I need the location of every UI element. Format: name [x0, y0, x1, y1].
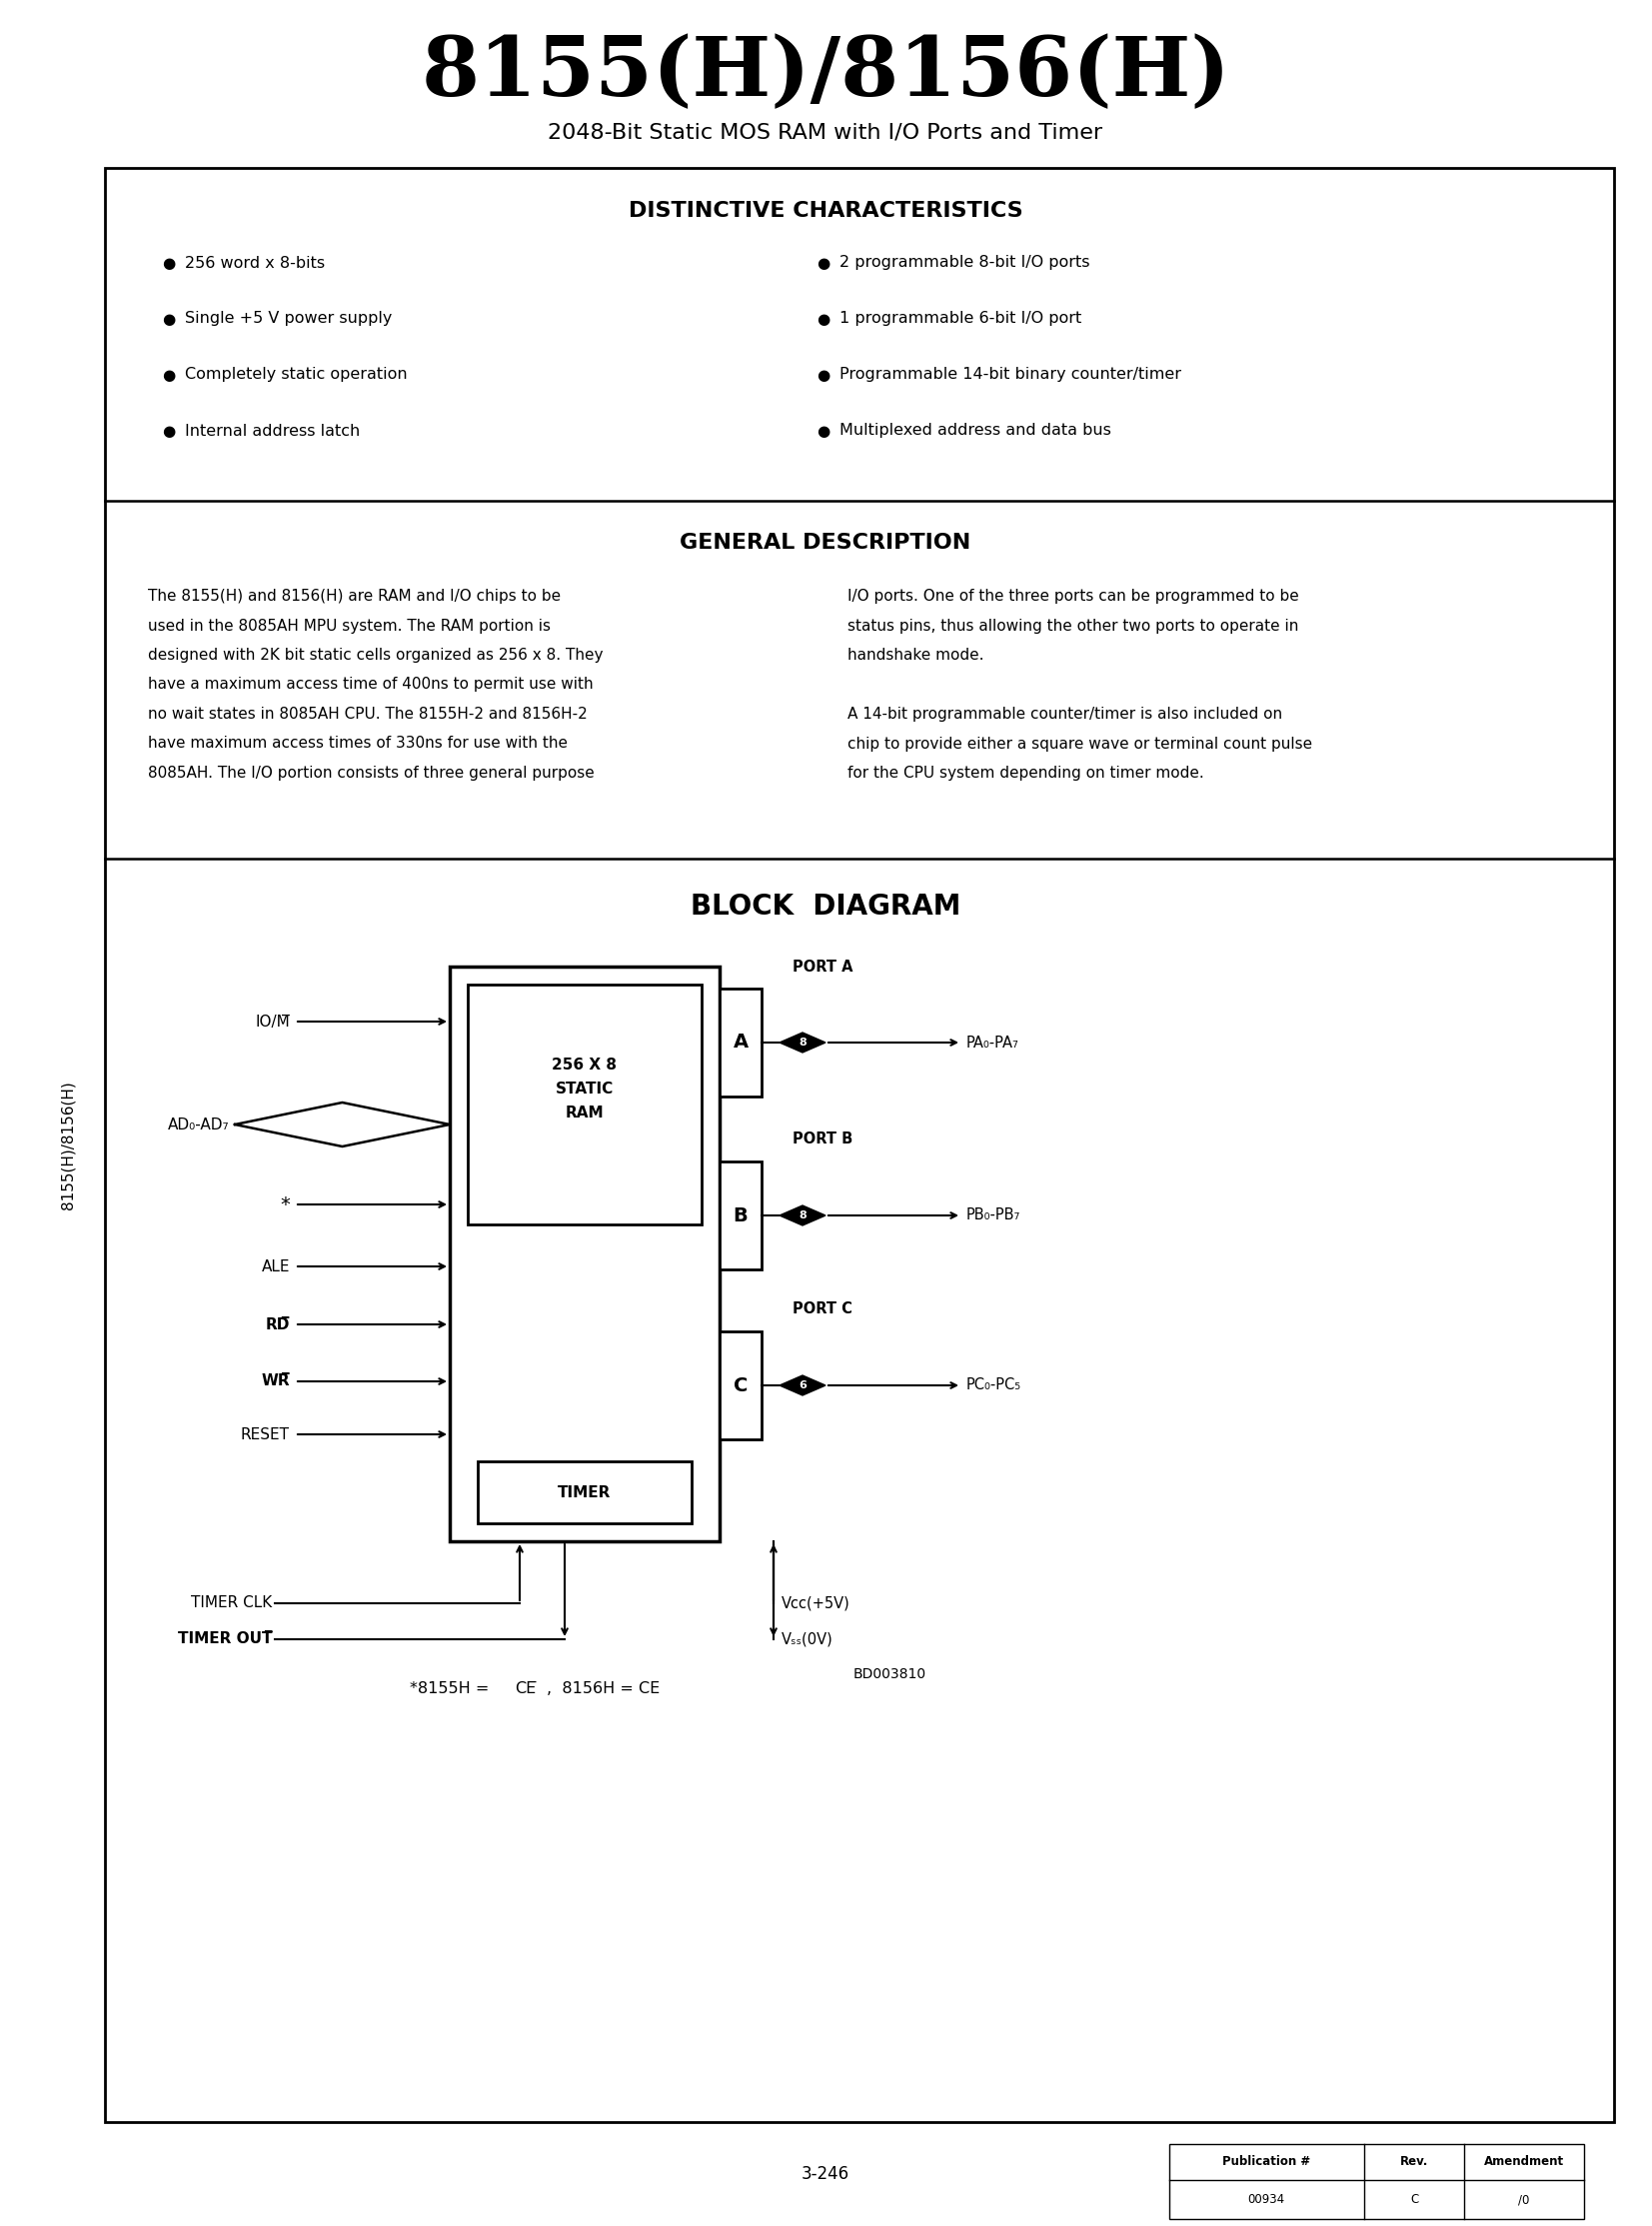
Text: chip to provide either a square wave or terminal count pulse: chip to provide either a square wave or …: [847, 737, 1312, 750]
Text: PORT C: PORT C: [793, 1302, 852, 1318]
Bar: [106, 167, 1614, 2121]
Text: no wait states in 8085AH CPU. The 8155H-2 and 8156H-2: no wait states in 8085AH CPU. The 8155H-…: [149, 706, 588, 721]
Text: Multiplexed address and data bus: Multiplexed address and data bus: [839, 423, 1112, 439]
Text: C: C: [1411, 2193, 1419, 2206]
Text: ●: ●: [162, 312, 175, 327]
Text: Vₛₛ(0V): Vₛₛ(0V): [781, 1632, 833, 1647]
Text: ●: ●: [816, 256, 829, 269]
Text: IO/M̅: IO/M̅: [254, 1015, 289, 1028]
Text: 6: 6: [798, 1380, 806, 1391]
Text: STATIC: STATIC: [555, 1082, 615, 1097]
Text: /0: /0: [1518, 2193, 1530, 2206]
Text: ●: ●: [162, 423, 175, 439]
Text: Vᴄᴄ(+5V): Vᴄᴄ(+5V): [781, 1596, 851, 1612]
Text: *8155H =: *8155H =: [410, 1681, 494, 1696]
Text: BD003810: BD003810: [854, 1667, 927, 1681]
Text: 1 programmable 6-bit I/O port: 1 programmable 6-bit I/O port: [839, 312, 1082, 327]
Text: I/O ports. One of the three ports can be programmed to be: I/O ports. One of the three ports can be…: [847, 588, 1298, 603]
Text: 2 programmable 8-bit I/O ports: 2 programmable 8-bit I/O ports: [839, 256, 1090, 269]
Text: for the CPU system depending on timer mode.: for the CPU system depending on timer mo…: [847, 766, 1204, 781]
Text: AD₀-AD₇: AD₀-AD₇: [169, 1117, 230, 1133]
Text: Completely static operation: Completely static operation: [185, 367, 408, 383]
Text: Publication #: Publication #: [1222, 2155, 1310, 2168]
Bar: [720, 1331, 762, 1440]
Text: ●: ●: [816, 423, 829, 439]
Polygon shape: [780, 1206, 826, 1227]
Text: TIMER: TIMER: [558, 1485, 611, 1500]
Text: BLOCK  DIAGRAM: BLOCK DIAGRAM: [691, 893, 960, 922]
Text: 8: 8: [798, 1037, 806, 1048]
Text: ●: ●: [816, 312, 829, 327]
Text: 2048-Bit Static MOS RAM with I/O Ports and Timer: 2048-Bit Static MOS RAM with I/O Ports a…: [548, 122, 1104, 142]
Text: Rev.: Rev.: [1399, 2155, 1429, 2168]
Text: designed with 2K bit static cells organized as 256 x 8. They: designed with 2K bit static cells organi…: [149, 648, 603, 663]
Text: A 14-bit programmable counter/timer is also included on: A 14-bit programmable counter/timer is a…: [847, 706, 1282, 721]
Bar: [449, 966, 720, 1540]
Text: RD̅: RD̅: [266, 1318, 289, 1331]
Polygon shape: [780, 1376, 826, 1396]
Text: Programmable 14-bit binary counter/timer: Programmable 14-bit binary counter/timer: [839, 367, 1181, 383]
Text: ●: ●: [816, 367, 829, 383]
Text: status pins, thus allowing the other two ports to operate in: status pins, thus allowing the other two…: [847, 619, 1298, 632]
Bar: [1170, 2144, 1584, 2219]
Text: handshake mode.: handshake mode.: [847, 648, 985, 663]
Text: ALE: ALE: [261, 1260, 289, 1273]
Text: RAM: RAM: [565, 1104, 605, 1120]
Text: Single +5 V power supply: Single +5 V power supply: [185, 312, 392, 327]
Text: B: B: [733, 1206, 748, 1224]
Text: have maximum access times of 330ns for use with the: have maximum access times of 330ns for u…: [149, 737, 568, 750]
Bar: [477, 1460, 692, 1523]
Polygon shape: [780, 1033, 826, 1053]
Text: The 8155(H) and 8156(H) are RAM and I/O chips to be: The 8155(H) and 8156(H) are RAM and I/O …: [149, 588, 560, 603]
Text: 8155(H)/8156(H): 8155(H)/8156(H): [61, 1080, 76, 1209]
Text: 8: 8: [798, 1211, 806, 1220]
Text: *: *: [279, 1195, 289, 1213]
Text: PA₀-PA₇: PA₀-PA₇: [966, 1035, 1019, 1051]
Text: TIMER CLK: TIMER CLK: [190, 1596, 273, 1612]
Bar: [720, 988, 762, 1097]
Text: PORT B: PORT B: [793, 1133, 852, 1146]
Text: used in the 8085AH MPU system. The RAM portion is: used in the 8085AH MPU system. The RAM p…: [149, 619, 550, 632]
Text: CE̅: CE̅: [515, 1681, 535, 1696]
Text: TIMER OUT̅: TIMER OUT̅: [177, 1632, 273, 1647]
Text: 8085AH. The I/O portion consists of three general purpose: 8085AH. The I/O portion consists of thre…: [149, 766, 595, 781]
Text: Internal address latch: Internal address latch: [185, 423, 360, 439]
Text: 256 X 8: 256 X 8: [552, 1057, 618, 1073]
Text: 00934: 00934: [1247, 2193, 1285, 2206]
Text: C: C: [733, 1376, 748, 1396]
Bar: [720, 1162, 762, 1269]
Text: WR̅: WR̅: [261, 1373, 289, 1389]
Text: 3-246: 3-246: [801, 2166, 849, 2184]
Text: A: A: [733, 1033, 748, 1053]
Text: 256 word x 8-bits: 256 word x 8-bits: [185, 256, 325, 269]
Text: PB₀-PB₇: PB₀-PB₇: [966, 1209, 1021, 1222]
Text: ●: ●: [162, 367, 175, 383]
Text: Amendment: Amendment: [1483, 2155, 1564, 2168]
Text: RESET: RESET: [241, 1427, 289, 1442]
Bar: [468, 984, 702, 1224]
Text: DISTINCTIVE CHARACTERISTICS: DISTINCTIVE CHARACTERISTICS: [628, 200, 1023, 220]
Text: 8155(H)/8156(H): 8155(H)/8156(H): [421, 33, 1231, 114]
Text: PC₀-PC₅: PC₀-PC₅: [966, 1378, 1021, 1393]
Text: PORT A: PORT A: [793, 959, 852, 975]
Text: ,  8156H = CE: , 8156H = CE: [547, 1681, 659, 1696]
Text: ●: ●: [162, 256, 175, 269]
Text: have a maximum access time of 400ns to permit use with: have a maximum access time of 400ns to p…: [149, 677, 593, 692]
Text: GENERAL DESCRIPTION: GENERAL DESCRIPTION: [681, 532, 971, 552]
